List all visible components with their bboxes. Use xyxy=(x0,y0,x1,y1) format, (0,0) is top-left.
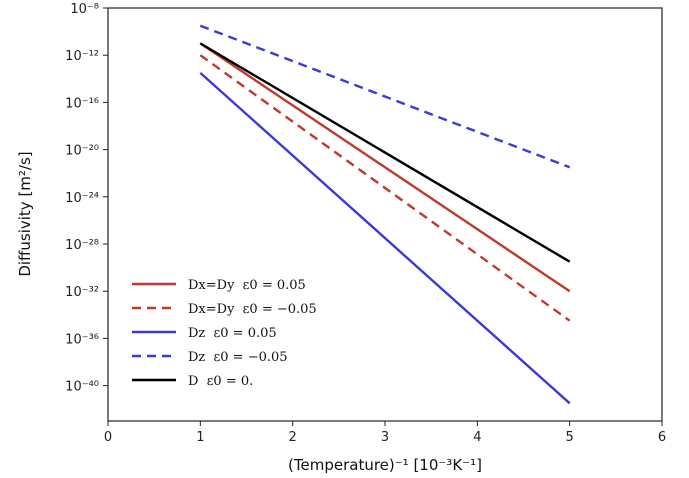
x-tick-label: 3 xyxy=(381,430,389,445)
legend-label: Dx=Dy ε0 = 0.05 xyxy=(188,278,306,293)
y-tick-label: 10⁻³⁶ xyxy=(65,332,99,347)
y-tick-label: 10⁻¹⁶ xyxy=(65,96,99,111)
legend-label: Dz ε0 = 0.05 xyxy=(188,326,277,341)
y-tick-label: 10⁻²⁴ xyxy=(65,191,99,206)
y-tick-label: 10⁻²⁰ xyxy=(65,144,99,159)
x-tick-label: 1 xyxy=(196,430,204,445)
x-tick-label: 5 xyxy=(566,430,574,445)
x-axis-label: (Temperature)⁻¹ [10⁻³K⁻¹] xyxy=(288,456,482,474)
x-tick-label: 2 xyxy=(289,430,297,445)
x-tick-label: 0 xyxy=(104,430,112,445)
y-tick-label: 10⁻³² xyxy=(65,285,99,300)
y-tick-label: 10⁻²⁸ xyxy=(65,238,99,253)
y-axis-label: Diffusivity [m²/s] xyxy=(16,151,34,276)
y-tick-label: 10⁻⁴⁰ xyxy=(65,380,99,395)
legend-label: Dz ε0 = −0.05 xyxy=(188,350,288,365)
x-tick-label: 4 xyxy=(473,430,481,445)
legend-label: Dx=Dy ε0 = −0.05 xyxy=(188,302,317,317)
x-tick-label: 6 xyxy=(658,430,666,445)
legend-label: D ε0 = 0. xyxy=(188,374,253,389)
y-tick-label: 10⁻⁸ xyxy=(70,2,99,17)
y-tick-label: 10⁻¹² xyxy=(65,49,99,64)
